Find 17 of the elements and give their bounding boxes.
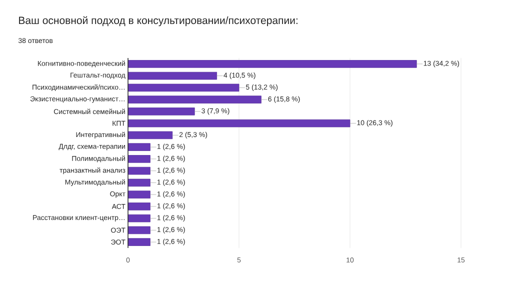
bar — [128, 96, 262, 104]
bar — [128, 131, 173, 140]
chart-title: Ваш основной подход в консультировании/психотерапии: — [19, 16, 298, 26]
bar — [128, 155, 150, 163]
bar — [128, 166, 150, 175]
bar — [128, 238, 150, 246]
bar — [128, 72, 218, 80]
bar — [128, 108, 195, 116]
bar — [128, 214, 150, 222]
bar — [128, 202, 150, 210]
bar — [128, 143, 150, 151]
bar — [128, 84, 240, 92]
bar — [128, 178, 150, 187]
bar — [128, 190, 150, 198]
bar — [128, 119, 350, 128]
bar — [128, 60, 417, 68]
bar — [128, 226, 150, 234]
